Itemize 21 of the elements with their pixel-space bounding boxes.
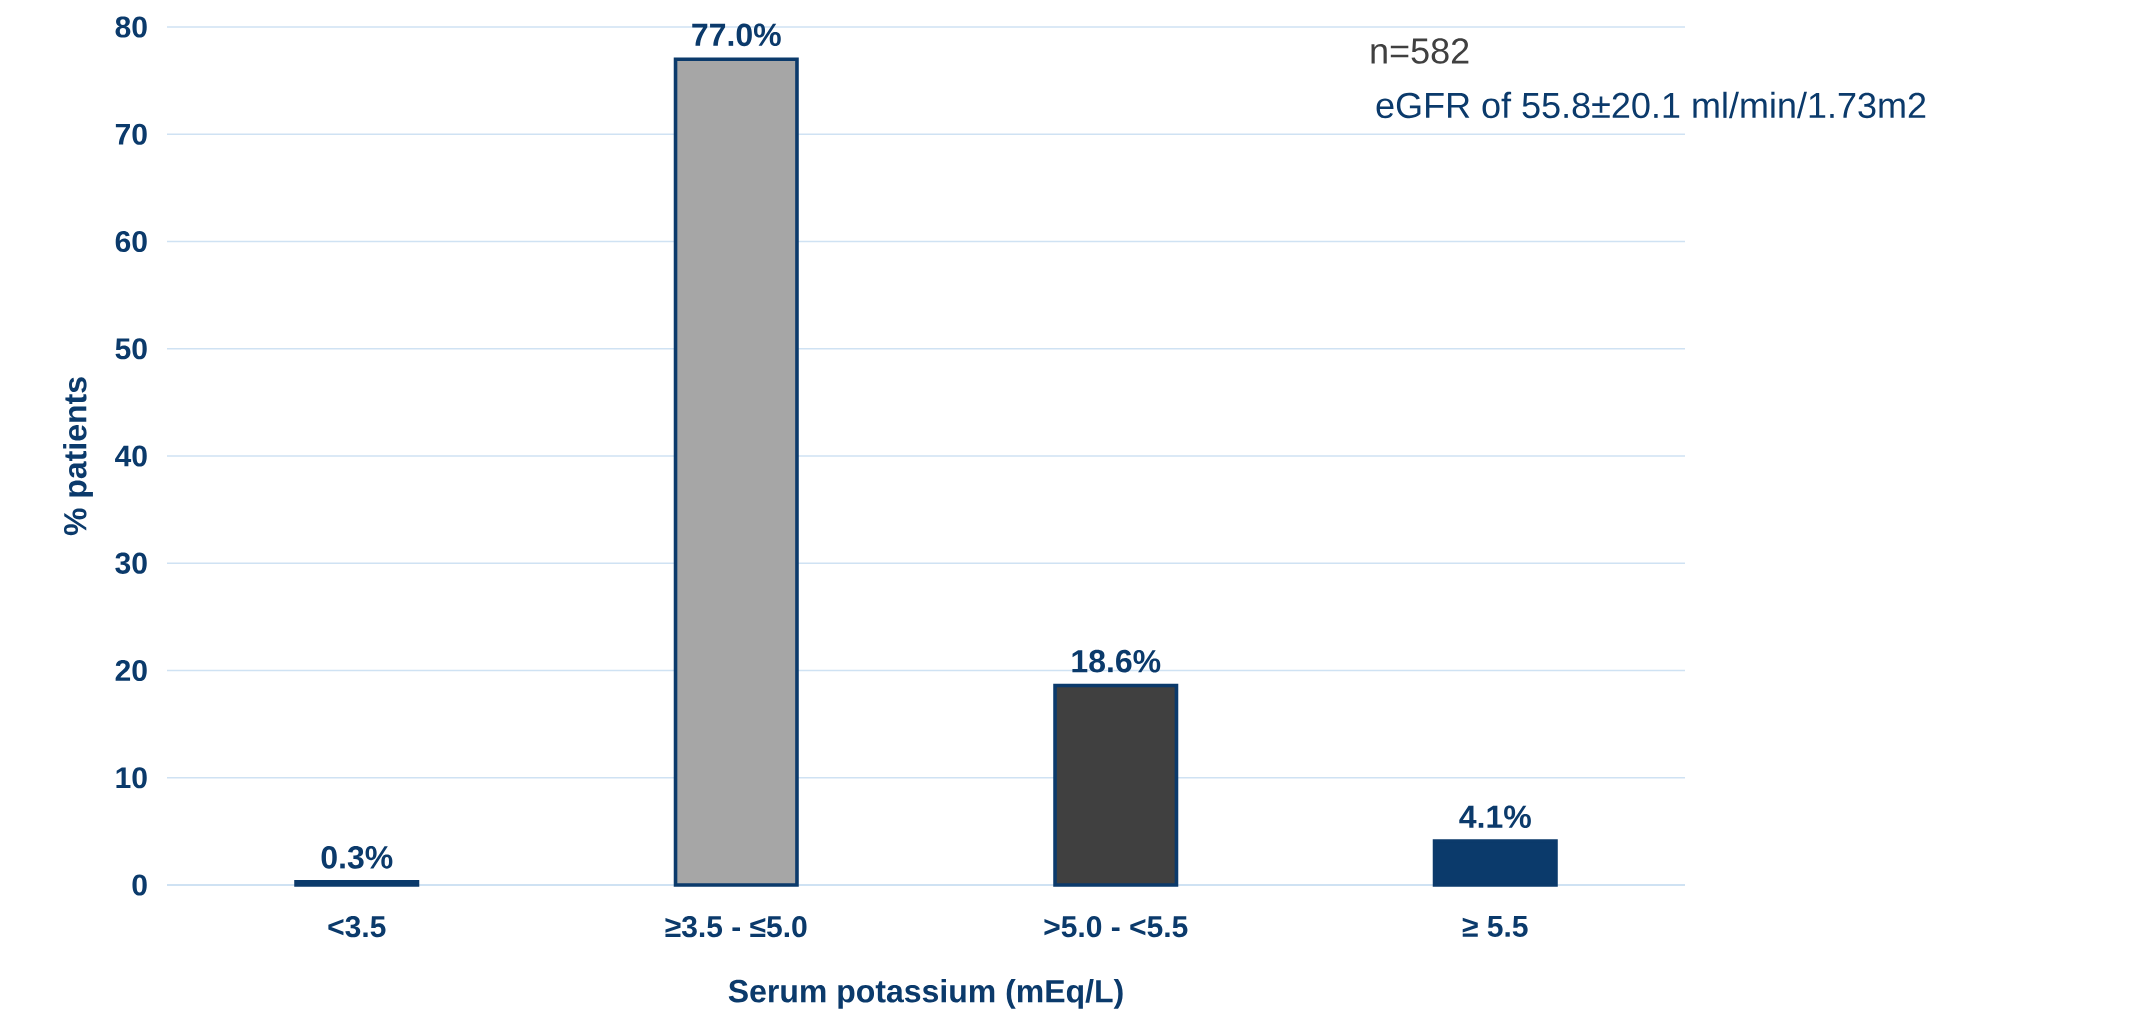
y-tick-label: 30 [115, 552, 147, 574]
y-tick-label: 70 [115, 123, 147, 145]
data-label: 77.0% [692, 23, 781, 47]
x-tick-label: ≥ 5.5 [1462, 916, 1528, 937]
y-tick-label: 10 [116, 767, 147, 789]
y-axis-title: % patients [63, 377, 93, 536]
y-tick-label: 0 [132, 874, 147, 896]
y-tick-label: 20 [115, 659, 147, 682]
y-tick-label: 60 [115, 230, 147, 253]
annotation: eGFR of 55.8±20.1 ml/min/1.73m2 [1376, 91, 1926, 119]
y-tick-label: 80 [115, 16, 147, 38]
data-label: 18.6% [1072, 649, 1161, 673]
annotation: n=582 [1371, 38, 1469, 64]
y-tick-label: 40 [115, 445, 147, 467]
data-label: 4.1% [1459, 805, 1531, 828]
data-label: 0.3% [321, 846, 393, 869]
y-tick-label: 50 [115, 338, 147, 360]
x-tick-label: <3.5 [328, 916, 386, 938]
x-axis-title: Serum potassium (mEq/L) [728, 979, 1123, 1009]
x-tick-label: >5.0 - <5.5 [1044, 916, 1188, 938]
x-tick-label: ≥3.5 - ≤5.0 [665, 916, 807, 938]
